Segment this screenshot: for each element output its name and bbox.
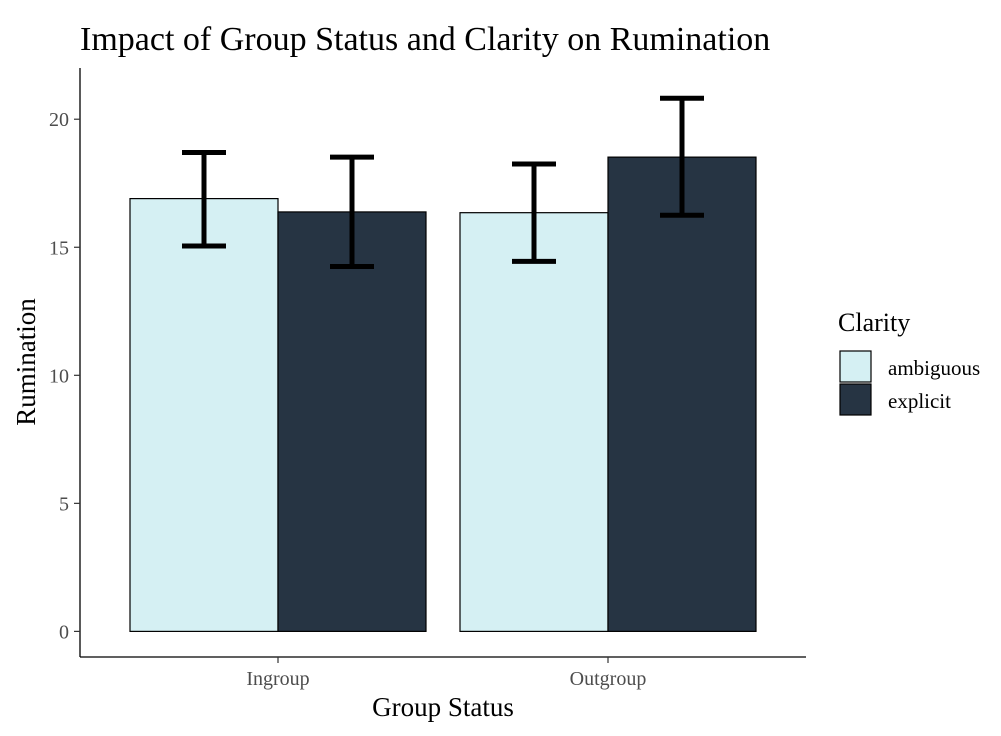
x-ticks: Ingroup Outgroup: [246, 657, 646, 690]
legend-title: Clarity: [838, 308, 910, 337]
x-axis-title: Group Status: [372, 692, 514, 722]
legend: Clarity ambiguous explicit: [838, 308, 980, 416]
error-bar-ambiguous-outgroup: [512, 161, 556, 264]
x-tick-label: Ingroup: [246, 668, 309, 690]
y-tick-label: 5: [59, 493, 69, 515]
legend-items: ambiguous explicit: [839, 350, 980, 416]
legend-swatch-ambiguous: [839, 350, 872, 383]
y-tick-label: 10: [49, 365, 69, 387]
bars: [129, 156, 757, 632]
y-tick-label: 20: [49, 109, 69, 131]
bar-ambiguous-outgroup: [459, 212, 609, 632]
error-bar-ambiguous-ingroup: [182, 150, 226, 249]
chart-title: Impact of Group Status and Clarity on Ru…: [80, 21, 770, 58]
legend-swatch-explicit: [839, 383, 872, 416]
y-ticks: 0 5 10 15 20: [49, 109, 80, 643]
y-axis-title: Rumination: [11, 298, 41, 426]
error-bar-explicit-outgroup: [660, 95, 704, 218]
x-tick-label: Outgroup: [570, 668, 647, 690]
plot-area: 0 5 10 15 20 Ingroup Outgroup: [49, 68, 806, 690]
error-bar-explicit-ingroup: [330, 154, 374, 269]
bar-ambiguous-ingroup: [129, 198, 279, 632]
y-tick-label: 15: [49, 237, 69, 259]
legend-label-ambiguous: ambiguous: [888, 356, 980, 380]
y-tick-label: 0: [59, 621, 69, 643]
legend-label-explicit: explicit: [888, 389, 951, 413]
error-bars: [182, 95, 704, 269]
bar-explicit-outgroup: [607, 156, 757, 632]
bar-explicit-ingroup: [277, 211, 427, 632]
